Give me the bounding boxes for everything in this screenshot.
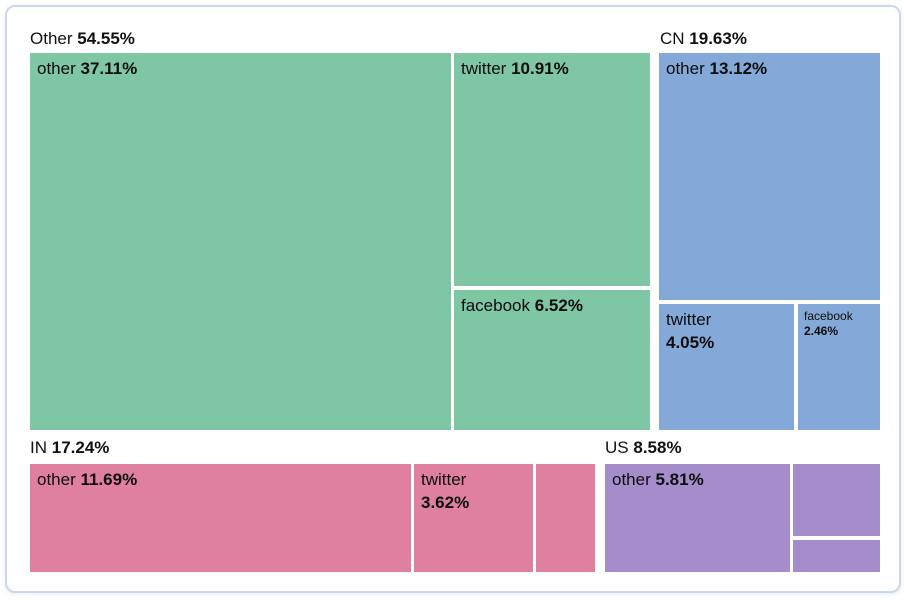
- cell-in-unlabeled[interactable]: [536, 464, 595, 572]
- group-title-other: Other 54.55%: [30, 28, 135, 50]
- cell-us-other[interactable]: other 5.81%: [605, 464, 790, 572]
- group-label: CN: [660, 29, 685, 48]
- group-title-in: IN 17.24%: [30, 437, 109, 459]
- cell-other-twitter[interactable]: twitter 10.91%: [454, 53, 650, 286]
- cell-label: facebook 2.46%: [804, 309, 853, 338]
- cell-in-twitter[interactable]: twitter 3.62%: [414, 464, 533, 572]
- cell-label: other 5.81%: [612, 470, 704, 489]
- group-percent: 19.63%: [689, 29, 747, 48]
- cell-label: other 13.12%: [666, 59, 768, 78]
- group-percent: 8.58%: [633, 438, 682, 457]
- cell-us-unlabeled-2[interactable]: [793, 540, 880, 572]
- group-percent: 54.55%: [77, 29, 135, 48]
- cell-cn-facebook[interactable]: facebook 2.46%: [798, 304, 880, 430]
- cell-label: other 37.11%: [37, 59, 138, 78]
- cell-other-facebook[interactable]: facebook 6.52%: [454, 290, 650, 430]
- cell-other-other[interactable]: other 37.11%: [30, 53, 451, 430]
- group-label: IN: [30, 438, 47, 457]
- treemap-card: Other 54.55% CN 19.63% IN 17.24% US 8.58…: [5, 5, 901, 593]
- cell-label: twitter 4.05%: [666, 310, 715, 352]
- cell-in-other[interactable]: other 11.69%: [30, 464, 411, 572]
- group-percent: 17.24%: [51, 438, 110, 457]
- group-title-us: US 8.58%: [605, 437, 682, 459]
- group-label: US: [605, 438, 629, 457]
- cell-label: twitter 3.62%: [421, 470, 470, 512]
- cell-cn-twitter[interactable]: twitter 4.05%: [659, 304, 794, 430]
- cell-label: twitter 10.91%: [461, 59, 569, 78]
- cell-label: facebook 6.52%: [461, 296, 583, 315]
- group-title-cn: CN 19.63%: [660, 28, 747, 50]
- cell-us-unlabeled-1[interactable]: [793, 464, 880, 536]
- group-label: Other: [30, 29, 73, 48]
- cell-cn-other[interactable]: other 13.12%: [659, 53, 880, 300]
- cell-label: other 11.69%: [37, 470, 138, 489]
